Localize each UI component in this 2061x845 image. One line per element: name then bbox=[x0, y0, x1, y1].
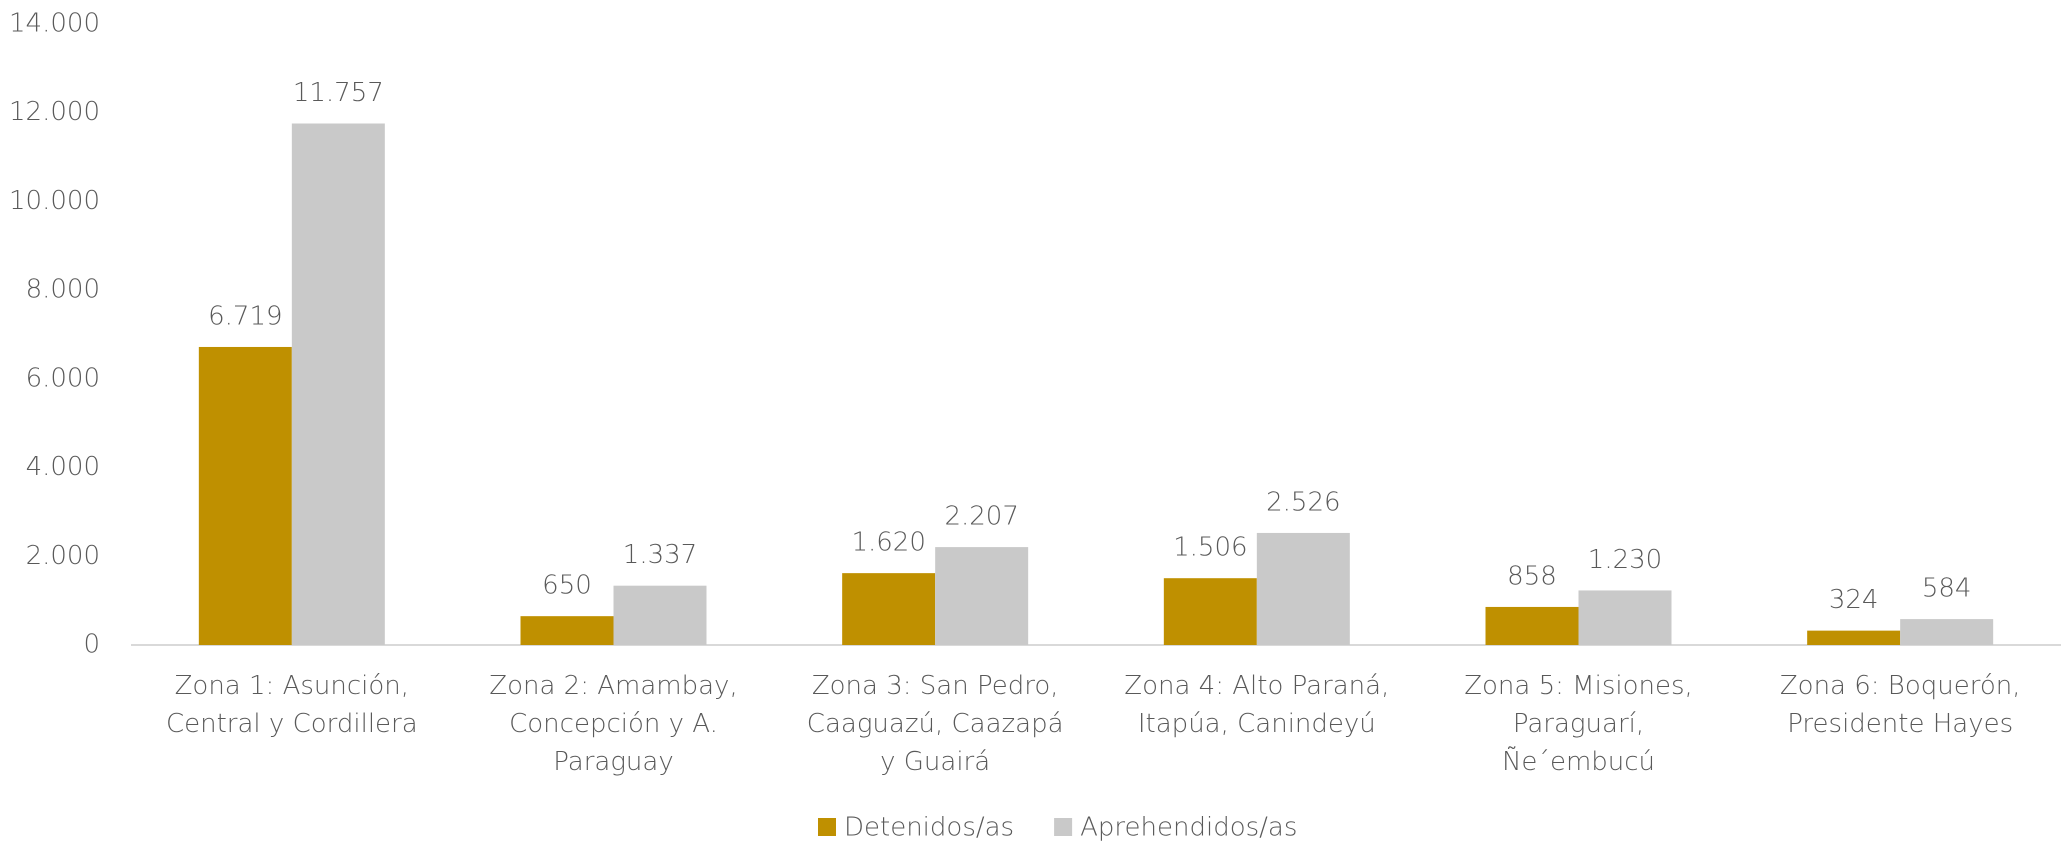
legend-swatch bbox=[818, 818, 836, 836]
y-tick-label: 6.000 bbox=[26, 363, 100, 393]
x-tick-label: Zona 3: San Pedro, Caaguazú, Caazapá y Gua… bbox=[807, 671, 1064, 777]
y-tick-label: 14.000 bbox=[9, 9, 100, 39]
bar bbox=[1163, 578, 1257, 645]
data-label: 1.337 bbox=[623, 540, 697, 570]
bar bbox=[613, 585, 707, 645]
bar bbox=[842, 573, 936, 645]
data-label: 1.620 bbox=[851, 528, 925, 558]
y-tick-label: 2.000 bbox=[26, 541, 100, 571]
bar bbox=[1807, 630, 1901, 645]
x-tick-label: Zona 4: Alto Paraná, Itapúa, Canindeyú bbox=[1124, 671, 1389, 739]
data-label: 11.757 bbox=[293, 78, 384, 108]
y-tick-label: 8.000 bbox=[26, 275, 100, 305]
bar bbox=[520, 616, 614, 645]
x-tick-label: Zona 6: Boquerón, Presidente Hayes bbox=[1780, 671, 2021, 739]
y-tick-label: 4.000 bbox=[26, 452, 100, 482]
bar bbox=[935, 547, 1029, 645]
legend-label: Detenidos/as bbox=[844, 813, 1014, 842]
bar bbox=[198, 346, 292, 645]
y-tick-label: 10.000 bbox=[9, 186, 100, 216]
legend-label: Aprehendidos/as bbox=[1080, 813, 1297, 842]
y-tick-label: 0 bbox=[83, 630, 100, 660]
bar bbox=[1900, 619, 1994, 645]
legend-swatch bbox=[1054, 818, 1073, 836]
data-label: 584 bbox=[1922, 574, 1972, 604]
x-tick-label: Zona 1: Asunción, Central y Cordillera bbox=[166, 671, 418, 739]
data-label: 858 bbox=[1507, 561, 1557, 591]
bar bbox=[291, 123, 385, 646]
bar bbox=[1485, 606, 1579, 645]
data-label: 650 bbox=[542, 571, 592, 601]
data-label: 1.230 bbox=[1588, 545, 1662, 575]
data-label: 6.719 bbox=[208, 301, 282, 331]
data-label: 324 bbox=[1829, 585, 1879, 615]
y-tick-label: 12.000 bbox=[9, 97, 100, 127]
bar bbox=[1578, 590, 1672, 645]
bar bbox=[1256, 532, 1350, 645]
data-label: 2.526 bbox=[1266, 487, 1340, 517]
data-label: 1.506 bbox=[1173, 533, 1247, 563]
x-tick-label: Zona 5: Misiones, Paraguarí, Ñe´embucú bbox=[1464, 671, 1693, 777]
data-label: 2.207 bbox=[944, 502, 1018, 532]
x-tick-label: Zona 2: Amambay, Concepción y A. Paraguay bbox=[489, 671, 737, 777]
